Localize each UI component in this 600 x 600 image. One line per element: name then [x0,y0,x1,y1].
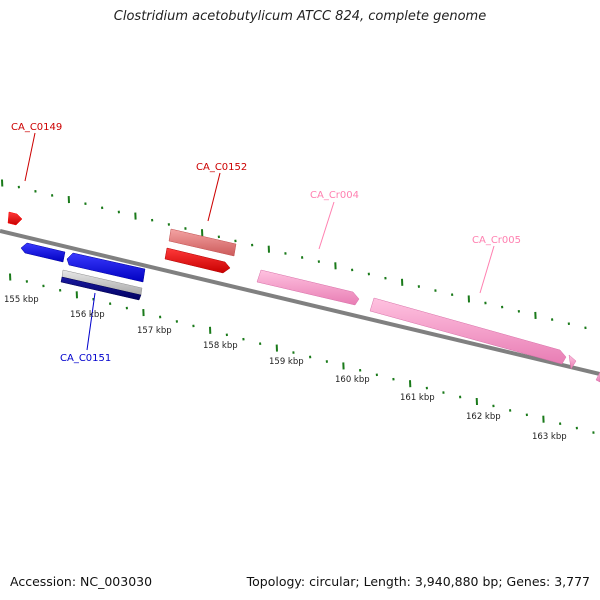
outer-tick-track [1,179,587,330]
label-leaders [24,132,495,351]
accession-text: Accession: NC_003030 [10,574,153,589]
gene-arrow-blue-left[interactable] [20,242,66,263]
gene-label-ca-c0151[interactable]: CA_C0151 [60,353,111,364]
scale-label: 163 kbp [532,432,567,442]
gene-bar-ca-c0151[interactable] [60,276,142,301]
gene-arrow-pink-edge[interactable] [595,371,600,383]
leader-ca-cr004 [318,201,335,250]
scale-label: 161 kbp [400,393,435,403]
leader-ca-c0152 [207,172,221,222]
gene-bar-ca-c0152[interactable] [168,228,237,257]
scale-label: 160 kbp [335,375,370,385]
leader-ca-c0151 [86,292,96,351]
leader-ca-cr005 [479,245,495,294]
gene-features [7,211,600,383]
gene-label-ca-c0152[interactable]: CA_C0152 [196,162,247,173]
scale-label: 156 kbp [70,310,105,320]
scale-label: 162 kbp [466,412,501,422]
gene-label-ca-cr004[interactable]: CA_Cr004 [310,190,359,201]
page-title: Clostridium acetobutylicum ATCC 824, com… [113,9,487,24]
gene-arrow-pink-1[interactable] [256,269,360,306]
gene-arrow-ca-c0149[interactable] [7,211,23,226]
gene-labels: CA_C0149 CA_C0152 CA_Cr004 CA_Cr005 CA_C… [11,122,521,364]
gene-arrow-pink-small[interactable] [568,354,577,370]
scale-label: 159 kbp [269,357,304,367]
gene-arrow-blue-right[interactable] [66,252,146,283]
leader-ca-c0149 [24,132,36,182]
gene-label-ca-c0149[interactable]: CA_C0149 [11,122,62,133]
genome-backbone [0,229,600,376]
genome-summary-text: Topology: circular; Length: 3,940,880 bp… [246,574,590,589]
gene-arrow-ca-cr005[interactable] [369,297,567,365]
scale-label: 157 kbp [137,326,172,336]
gene-label-ca-cr005[interactable]: CA_Cr005 [472,235,521,246]
scale-label: 155 kbp [4,295,39,305]
inner-tick-track [9,273,595,434]
scale-labels: 155 kbp 156 kbp 157 kbp 158 kbp 159 kbp … [4,295,567,442]
scale-label: 158 kbp [203,341,238,351]
gene-arrow-red-strand[interactable] [164,247,231,274]
